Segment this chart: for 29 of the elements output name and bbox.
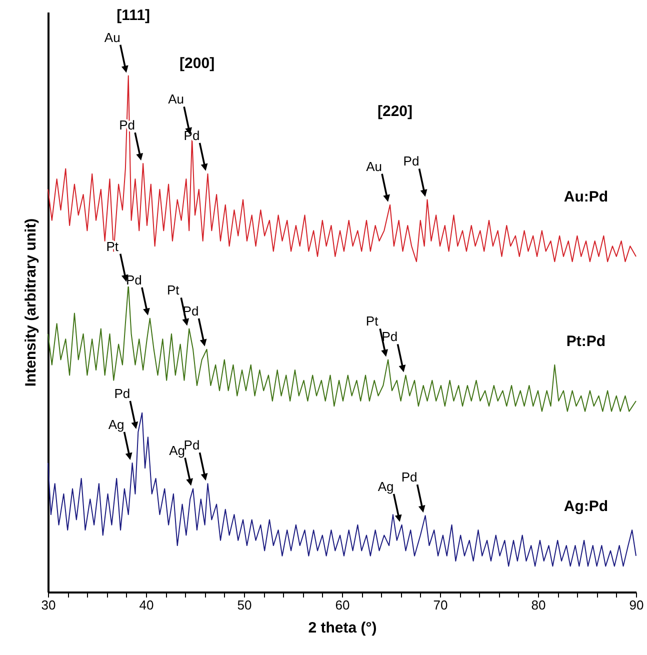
annotation: Pd <box>184 438 200 453</box>
x-tick-label: 70 <box>433 598 448 612</box>
annotation: Pd <box>114 386 130 401</box>
annotation: Pt <box>366 314 379 329</box>
x-axis-title: 2 theta (°) <box>308 620 377 636</box>
annotation: Au <box>366 158 382 174</box>
annotation: Pd <box>401 470 418 485</box>
x-tick-label: 50 <box>237 598 252 612</box>
annotation: Au <box>168 92 184 107</box>
annotation: Ag <box>108 416 124 432</box>
annotation: Pd <box>126 272 142 288</box>
x-tick-label: 40 <box>139 598 154 612</box>
text: [200] <box>180 55 215 72</box>
series-label: Pt:Pd <box>566 332 606 350</box>
annotation: Ag <box>169 442 185 458</box>
annotation: Ag <box>378 478 394 494</box>
annotation: Pt <box>166 282 180 298</box>
annotation: [220] <box>378 103 413 120</box>
x-tick-label: 90 <box>629 598 644 612</box>
annotation: Pd <box>403 154 420 169</box>
x-tick-label: 80 <box>531 598 546 612</box>
x-tick-label: 30 <box>41 598 56 612</box>
annotation: Au <box>104 30 120 45</box>
text: [111] <box>116 7 150 24</box>
annotation: Pd <box>382 329 398 344</box>
text: Au:Pd <box>564 188 608 206</box>
y-axis-title: Intensity (arbitrary unit) <box>22 218 40 387</box>
series-label: Ag:Pd <box>564 498 608 516</box>
x-tick-label: 60 <box>335 598 350 612</box>
